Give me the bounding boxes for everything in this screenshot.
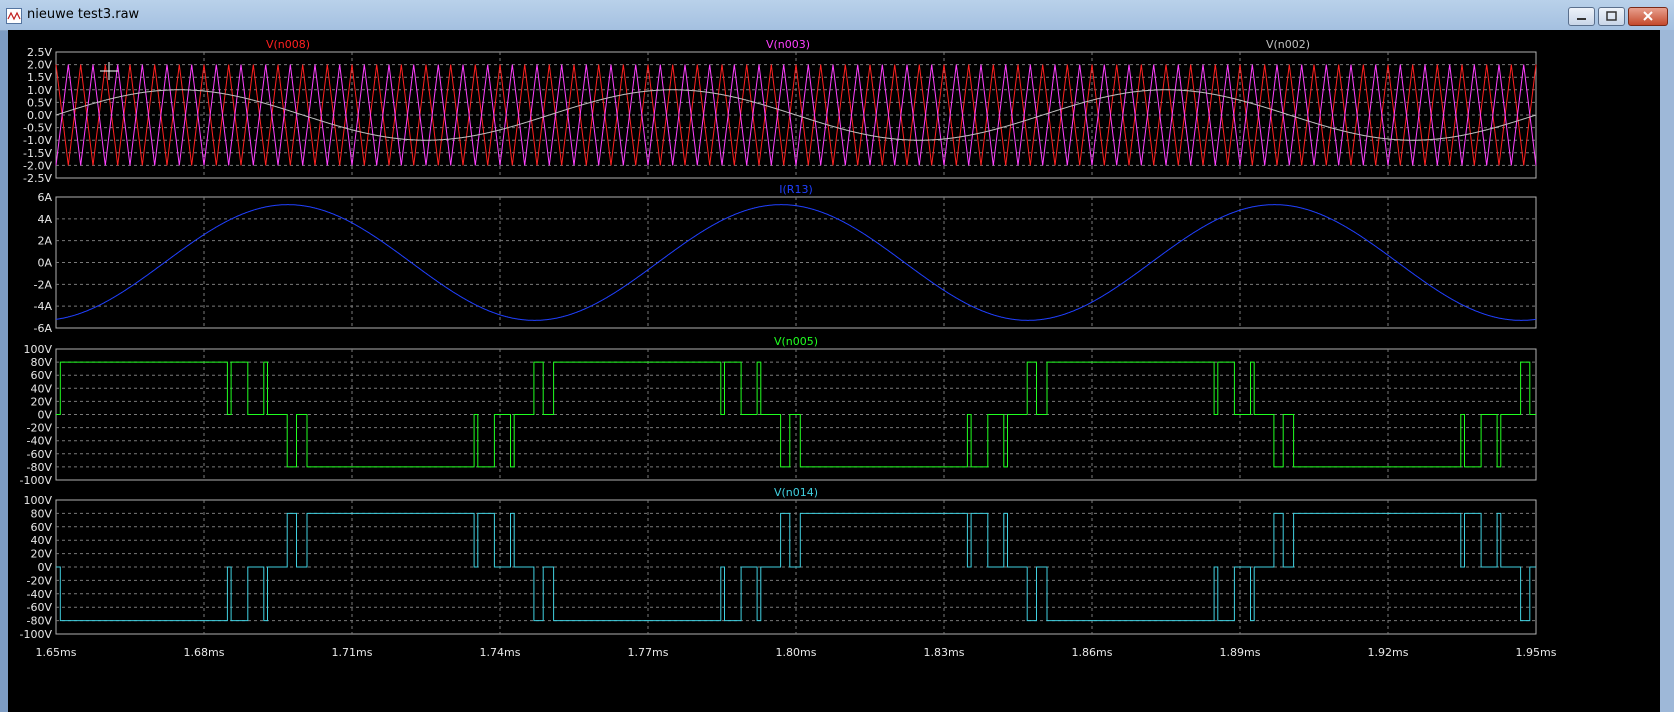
y-tick-label: -6A bbox=[34, 322, 53, 335]
close-button[interactable] bbox=[1628, 7, 1668, 26]
minimize-icon bbox=[1569, 8, 1594, 25]
y-tick-label: 60V bbox=[30, 369, 52, 382]
y-tick-label: 80V bbox=[30, 507, 52, 520]
y-tick-label: 0V bbox=[37, 561, 52, 574]
y-tick-label: -2A bbox=[34, 278, 53, 291]
y-tick-label: -2.5V bbox=[23, 172, 52, 185]
y-tick-label: 0A bbox=[37, 257, 52, 270]
y-tick-label: 80V bbox=[30, 356, 52, 369]
y-tick-label: -20V bbox=[27, 574, 53, 587]
y-tick-label: -80V bbox=[27, 461, 53, 474]
y-tick-label: -40V bbox=[27, 588, 53, 601]
x-tick-label: 1.71ms bbox=[332, 646, 373, 659]
trace-label: V(n003) bbox=[766, 38, 810, 51]
y-tick-label: 2.0V bbox=[27, 59, 52, 72]
x-tick-label: 1.92ms bbox=[1368, 646, 1409, 659]
y-tick-label: -60V bbox=[27, 601, 53, 614]
x-tick-label: 1.83ms bbox=[924, 646, 965, 659]
trace-line-ir13 bbox=[56, 204, 1537, 321]
y-tick-label: -20V bbox=[27, 422, 53, 435]
y-tick-label: -1.0V bbox=[23, 134, 52, 147]
x-tick-label: 1.89ms bbox=[1220, 646, 1261, 659]
x-tick-label: 1.77ms bbox=[628, 646, 669, 659]
x-tick-label: 1.95ms bbox=[1516, 646, 1557, 659]
waveform-app-icon bbox=[6, 8, 22, 24]
y-tick-label: -0.5V bbox=[23, 122, 52, 135]
y-tick-label: 40V bbox=[30, 534, 52, 547]
y-tick-label: 100V bbox=[23, 494, 52, 507]
y-tick-label: -4A bbox=[34, 300, 53, 313]
trace-line-vn003 bbox=[55, 64, 1537, 166]
x-tick-label: 1.68ms bbox=[184, 646, 225, 659]
y-tick-label: -100V bbox=[20, 474, 53, 487]
maximize-button[interactable] bbox=[1598, 7, 1625, 26]
y-tick-label: 40V bbox=[30, 382, 52, 395]
trace-line-vn014 bbox=[56, 512, 1536, 622]
y-tick-label: 2A bbox=[37, 235, 52, 248]
y-tick-label: -100V bbox=[20, 628, 53, 641]
x-tick-label: 1.65ms bbox=[36, 646, 77, 659]
trace-line-vn005 bbox=[56, 361, 1536, 468]
y-tick-label: 20V bbox=[30, 395, 52, 408]
y-tick-label: 100V bbox=[23, 343, 52, 356]
y-tick-label: 1.0V bbox=[27, 84, 52, 97]
y-tick-label: 0.5V bbox=[27, 96, 52, 109]
y-tick-label: -80V bbox=[27, 615, 53, 628]
x-tick-label: 1.86ms bbox=[1072, 646, 1113, 659]
trace-line-vn002 bbox=[55, 89, 1537, 141]
trace-label: V(n008) bbox=[266, 38, 310, 51]
y-tick-label: 0.0V bbox=[27, 109, 52, 122]
y-tick-label: 4A bbox=[37, 213, 52, 226]
close-icon bbox=[1629, 8, 1667, 25]
trace-label: V(n005) bbox=[774, 335, 818, 348]
y-tick-label: 20V bbox=[30, 548, 52, 561]
y-tick-label: 6A bbox=[37, 191, 52, 204]
trace-label: I(R13) bbox=[779, 183, 812, 196]
y-tick-label: -2.0V bbox=[23, 159, 52, 172]
y-tick-label: 2.5V bbox=[27, 46, 52, 59]
y-tick-label: 0V bbox=[37, 409, 52, 422]
x-tick-label: 1.80ms bbox=[776, 646, 817, 659]
waveform-plot[interactable]: 2.5V2.0V1.5V1.0V0.5V0.0V-0.5V-1.0V-1.5V-… bbox=[8, 30, 1660, 712]
title-bar[interactable]: nieuwe test3.raw bbox=[0, 0, 1674, 31]
y-tick-label: -40V bbox=[27, 435, 53, 448]
x-tick-label: 1.74ms bbox=[480, 646, 521, 659]
window-title: nieuwe test3.raw bbox=[27, 7, 140, 22]
y-tick-label: -60V bbox=[27, 448, 53, 461]
trace-label: V(n002) bbox=[1266, 38, 1310, 51]
y-tick-label: -1.5V bbox=[23, 147, 52, 160]
y-tick-label: 1.5V bbox=[27, 71, 52, 84]
maximize-icon bbox=[1599, 8, 1624, 25]
trace-line-vn008 bbox=[55, 64, 1537, 166]
y-tick-label: 60V bbox=[30, 521, 52, 534]
trace-label: V(n014) bbox=[774, 486, 818, 499]
plot-area[interactable]: 2.5V 2.0V 1.5V 1.0V 0.5V 0.0V -0.5V -1.0V -1.5V -… bbox=[8, 30, 1660, 712]
window-frame-edge bbox=[1660, 30, 1674, 712]
minimize-button[interactable] bbox=[1568, 7, 1595, 26]
